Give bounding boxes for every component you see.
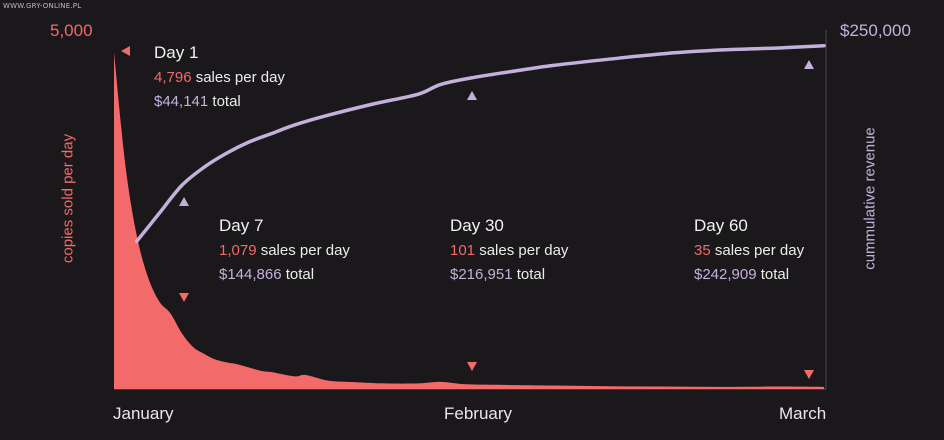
annotation-total-suffix: total — [212, 93, 241, 110]
sales-area — [114, 52, 824, 389]
annotation-total-value: $44,141 — [154, 93, 209, 110]
markers — [121, 46, 814, 379]
annotation-total-value: $144,866 — [219, 266, 282, 283]
sales-series — [114, 52, 824, 389]
marker-day60-sales — [804, 370, 814, 379]
annotation-total-suffix: total — [516, 266, 546, 283]
marker-day30-sales — [467, 362, 477, 371]
annotation-day-label: Day 7 — [219, 216, 264, 235]
annotation-sales-value: 101 — [450, 242, 476, 259]
annotation-sales-suffix: sales per day — [479, 242, 569, 259]
annotation-sales-value: 35 — [694, 242, 711, 259]
y-right-max-tick: $250,000 — [840, 21, 911, 40]
revenue-series — [134, 43, 826, 244]
annotation-sales-value: 1,079 — [219, 242, 257, 259]
annotation-day-label: Day 30 — [450, 216, 504, 235]
annotation-day-60: Day 60 35 sales per day $242,909 total — [694, 214, 804, 287]
revenue-line — [134, 43, 826, 244]
annotation-sales-suffix: sales per day — [195, 69, 285, 86]
annotation-total-suffix: total — [285, 266, 315, 283]
annotation-total-value: $216,951 — [450, 266, 513, 283]
annotation-sales-value: 4,796 — [154, 69, 192, 86]
marker-day1-sales — [121, 46, 130, 56]
y-right-axis-label: cummulative revenue — [861, 127, 879, 270]
annotation-total-value: $242,909 — [694, 266, 757, 283]
annotation-day-label: Day 60 — [694, 216, 748, 235]
y-left-max-tick: 5,000 — [50, 21, 93, 40]
annotation-total-suffix: total — [760, 266, 790, 283]
x-tick-january: January — [113, 404, 174, 423]
annotation-day-30: Day 30 101 sales per day $216,951 total — [450, 214, 568, 287]
watermark: WWW.GRY-ONLINE.PL — [3, 2, 82, 10]
marker-day30-revenue — [467, 91, 477, 100]
marker-day60-revenue — [804, 60, 814, 69]
annotation-sales-suffix: sales per day — [714, 242, 805, 259]
marker-day7-sales — [179, 293, 189, 302]
annotation-day-7: Day 7 1,079 sales per day $144,866 total — [219, 214, 350, 287]
marker-day7-revenue — [179, 197, 189, 206]
x-tick-march: March — [779, 404, 827, 423]
annotation-day-1: Day 1 4,796 sales per day $44,141 total — [154, 41, 285, 114]
annotation-day-label: Day 1 — [154, 43, 199, 62]
x-tick-february: February — [444, 404, 513, 423]
annotation-sales-suffix: sales per day — [260, 242, 350, 259]
y-left-axis-label: copies sold per day — [59, 133, 77, 264]
